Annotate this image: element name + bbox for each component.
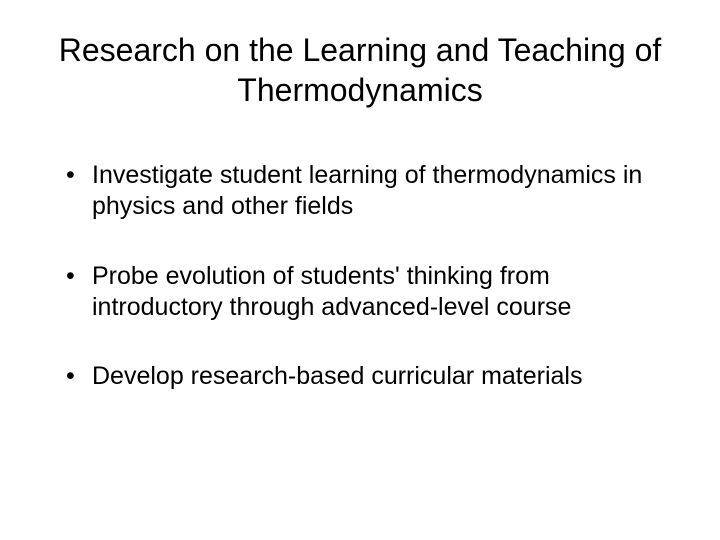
bullet-list: Investigate student learning of thermody…: [60, 160, 670, 392]
slide: Research on the Learning and Teaching of…: [0, 0, 720, 540]
list-item: Probe evolution of students' thinking fr…: [60, 261, 670, 324]
list-item: Investigate student learning of thermody…: [60, 160, 670, 223]
list-item: Develop research-based curricular materi…: [60, 361, 670, 392]
slide-title: Research on the Learning and Teaching of…: [50, 30, 670, 110]
